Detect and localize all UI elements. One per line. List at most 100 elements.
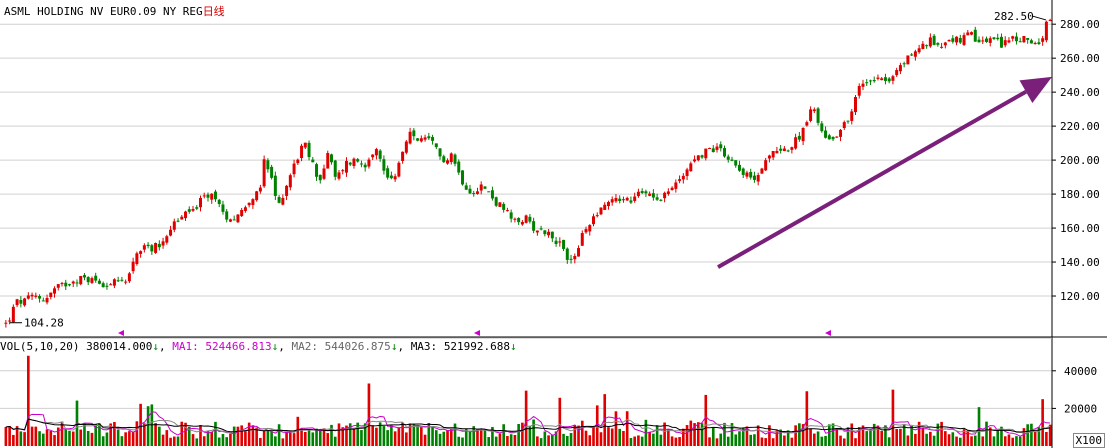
volume-bar (944, 431, 947, 446)
candle-body (723, 148, 726, 157)
volume-bar (434, 430, 438, 446)
candle-body (240, 209, 244, 217)
volume-bar (846, 427, 850, 446)
volume-bar (371, 425, 374, 446)
volume-bar (161, 434, 165, 446)
volume-bar (345, 425, 348, 446)
volume-bar (798, 423, 801, 446)
volume-bar (827, 424, 831, 446)
volume-bar (962, 429, 966, 446)
volume-bar (524, 390, 528, 446)
candle-body (191, 208, 195, 211)
volume-bar (1015, 436, 1018, 446)
volume-bar (861, 425, 865, 446)
candle-body (681, 175, 685, 180)
candle-body (378, 150, 382, 159)
candle-body (550, 231, 554, 239)
volume-bar (565, 436, 569, 446)
candle-body (532, 221, 536, 231)
volume-bar (27, 355, 30, 446)
candle-body (779, 148, 783, 151)
volume-bar (700, 423, 704, 446)
volume-bar (528, 425, 532, 446)
price-tick-label: 240.00 (1060, 86, 1100, 99)
volume-bar (105, 432, 109, 446)
volume-bar (771, 438, 775, 446)
candle-body (947, 39, 951, 42)
volume-arrow: ↓ (152, 340, 159, 353)
candle-body (4, 322, 8, 324)
candle-body (842, 122, 846, 129)
candle-body (363, 164, 367, 168)
volume-bar (1000, 426, 1003, 446)
volume-bar (618, 428, 622, 446)
volume-bar (850, 423, 854, 446)
candle-body (1018, 41, 1022, 43)
candle-body (202, 195, 206, 197)
volume-bar (880, 430, 884, 446)
volume-bar (659, 434, 663, 446)
volume-bar (532, 419, 535, 446)
volume-bar (375, 427, 378, 446)
candle-body (1037, 42, 1041, 45)
candle-body (11, 306, 15, 323)
candle-body (898, 65, 902, 72)
candle-body (805, 122, 809, 126)
volume-bar (1026, 424, 1029, 446)
volume-bar (206, 430, 210, 446)
candle-body (569, 258, 573, 260)
volume-bar (891, 389, 895, 446)
candle-body (146, 244, 150, 247)
candle-body (970, 32, 974, 35)
volume-bar (513, 434, 517, 446)
candle-body (988, 38, 992, 43)
price-tick-label: 260.00 (1060, 52, 1100, 65)
volume-bar (607, 427, 610, 446)
candle-body (1029, 40, 1033, 44)
volume-bar (805, 391, 809, 446)
volume-bar (1037, 427, 1041, 446)
candle-body (996, 37, 1000, 40)
volume-bar (865, 431, 869, 446)
volume-unit-button[interactable]: X100 (1072, 433, 1105, 448)
candle-body (925, 45, 929, 47)
candle-body (764, 160, 768, 171)
volume-bar (468, 430, 472, 446)
volume-bar (491, 426, 494, 446)
candle-body (217, 199, 221, 205)
volume-bar (199, 425, 202, 446)
volume-bar (158, 426, 161, 446)
volume-bar (723, 422, 726, 446)
volume-bar (296, 416, 300, 446)
candle-body (921, 43, 925, 50)
candle-body (206, 194, 210, 198)
candle-body (53, 288, 57, 294)
volume-bar (408, 423, 412, 446)
candle-body (60, 283, 64, 285)
volume-bar (34, 426, 38, 446)
candle-body (468, 188, 472, 194)
volume-bar (83, 422, 86, 446)
volume-bar (756, 425, 760, 446)
candle-body (389, 175, 393, 179)
candle-body (199, 197, 202, 208)
volume-bar (947, 434, 951, 446)
candle-body (393, 176, 397, 180)
candle-body (139, 251, 143, 254)
candle-body (606, 202, 610, 207)
volume-bar (247, 422, 251, 446)
candle-body (524, 215, 528, 223)
volume-bar (536, 436, 539, 446)
volume-bar (588, 435, 592, 446)
volume-bar (337, 423, 341, 446)
candle-body (520, 221, 524, 225)
period-label: 日线 (202, 5, 225, 18)
ma3-value: 521992.688 (443, 340, 511, 353)
volume-bar (816, 431, 820, 446)
volume-bar (906, 435, 910, 446)
candle-body (97, 280, 101, 284)
volume-bar (573, 424, 577, 446)
candle-body (696, 155, 700, 161)
volume-bar (191, 434, 195, 446)
